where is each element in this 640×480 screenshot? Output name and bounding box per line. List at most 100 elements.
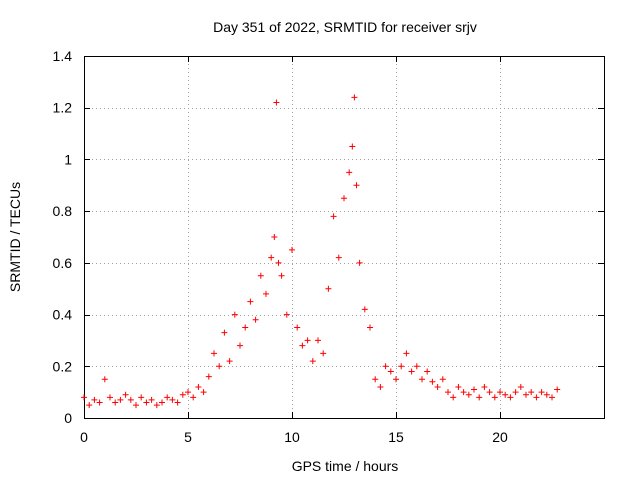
data-point — [528, 389, 535, 396]
x-tick-label: 15 — [388, 429, 404, 445]
data-point — [237, 342, 243, 349]
y-tick-label: 0.6 — [53, 255, 73, 271]
data-point — [335, 254, 342, 261]
data-point — [226, 358, 233, 365]
data-point — [486, 389, 493, 396]
data-point — [382, 363, 389, 370]
data-point — [122, 391, 129, 398]
y-tick-label: 1 — [64, 151, 72, 167]
data-point — [497, 389, 503, 396]
data-point — [476, 394, 483, 401]
data-point — [195, 383, 202, 390]
data-point — [91, 396, 98, 403]
data-point — [107, 394, 113, 401]
y-tick-label: 0.8 — [53, 203, 73, 219]
data-point — [471, 386, 477, 393]
data-point — [465, 391, 472, 398]
data-point — [86, 402, 93, 409]
data-point — [434, 383, 441, 390]
x-tick-label: 0 — [80, 429, 88, 445]
data-point — [275, 259, 282, 266]
data-point — [112, 399, 119, 406]
data-point — [294, 324, 301, 331]
data-point — [247, 298, 254, 305]
data-point — [549, 394, 555, 401]
data-point — [450, 394, 457, 401]
data-point — [512, 389, 519, 396]
data-point — [283, 311, 290, 318]
data-point — [309, 358, 316, 365]
data-point — [174, 399, 181, 406]
data-point — [179, 391, 186, 398]
x-tick-label: 10 — [284, 429, 300, 445]
data-point — [491, 394, 498, 401]
data-point — [133, 402, 139, 409]
data-point — [169, 396, 176, 403]
data-point — [356, 259, 363, 266]
data-point — [242, 324, 249, 331]
data-point — [398, 363, 405, 370]
data-point — [460, 389, 467, 396]
data-point — [330, 213, 337, 220]
data-point — [221, 329, 228, 336]
data-point — [413, 363, 420, 370]
y-axis-label: SRMTID / TECUs — [7, 182, 23, 292]
data-point — [346, 169, 353, 176]
data-point — [143, 399, 150, 406]
data-point — [367, 324, 373, 331]
data-point — [263, 290, 269, 297]
data-point — [419, 376, 425, 383]
data-point — [216, 363, 223, 370]
data-point — [445, 389, 451, 396]
data-point — [361, 306, 368, 313]
data-point — [81, 394, 87, 401]
data-point — [278, 272, 285, 279]
data-point — [101, 376, 108, 383]
data-point — [117, 396, 124, 403]
data-point — [353, 182, 360, 189]
data-point — [351, 94, 358, 101]
data-point — [543, 391, 550, 398]
data-point — [185, 389, 191, 396]
plot-frame — [84, 56, 605, 419]
data-point — [349, 143, 356, 150]
data-point — [271, 234, 278, 240]
data-point — [138, 394, 145, 401]
data-point — [268, 254, 275, 261]
y-tick-label: 0.4 — [53, 307, 73, 323]
data-point — [257, 272, 264, 279]
data-point — [325, 285, 332, 292]
data-point — [377, 383, 384, 390]
y-tick-label: 1.4 — [53, 48, 73, 64]
data-point — [211, 350, 217, 357]
data-point — [273, 99, 280, 106]
data-point — [507, 394, 514, 401]
data-point — [455, 383, 462, 390]
data-point — [320, 350, 327, 357]
data-point — [554, 386, 561, 393]
data-point — [387, 368, 394, 375]
y-tick-label: 1.2 — [53, 100, 73, 116]
data-point — [393, 376, 399, 383]
x-tick-label: 5 — [184, 429, 192, 445]
data-point — [205, 373, 212, 380]
data-point — [164, 394, 171, 401]
data-point — [190, 394, 197, 401]
data-point — [299, 342, 306, 349]
data-point — [481, 383, 488, 390]
data-point — [517, 383, 524, 390]
x-axis-label: GPS time / hours — [292, 458, 399, 474]
data-point — [502, 391, 509, 398]
data-point — [372, 376, 379, 383]
data-point — [96, 399, 103, 406]
data-point — [315, 337, 321, 344]
data-points — [81, 94, 561, 409]
data-point — [153, 402, 160, 409]
grid — [84, 56, 604, 418]
y-tick-label: 0 — [64, 410, 72, 426]
data-point — [403, 350, 410, 357]
data-point — [159, 399, 165, 406]
data-point — [252, 316, 259, 323]
